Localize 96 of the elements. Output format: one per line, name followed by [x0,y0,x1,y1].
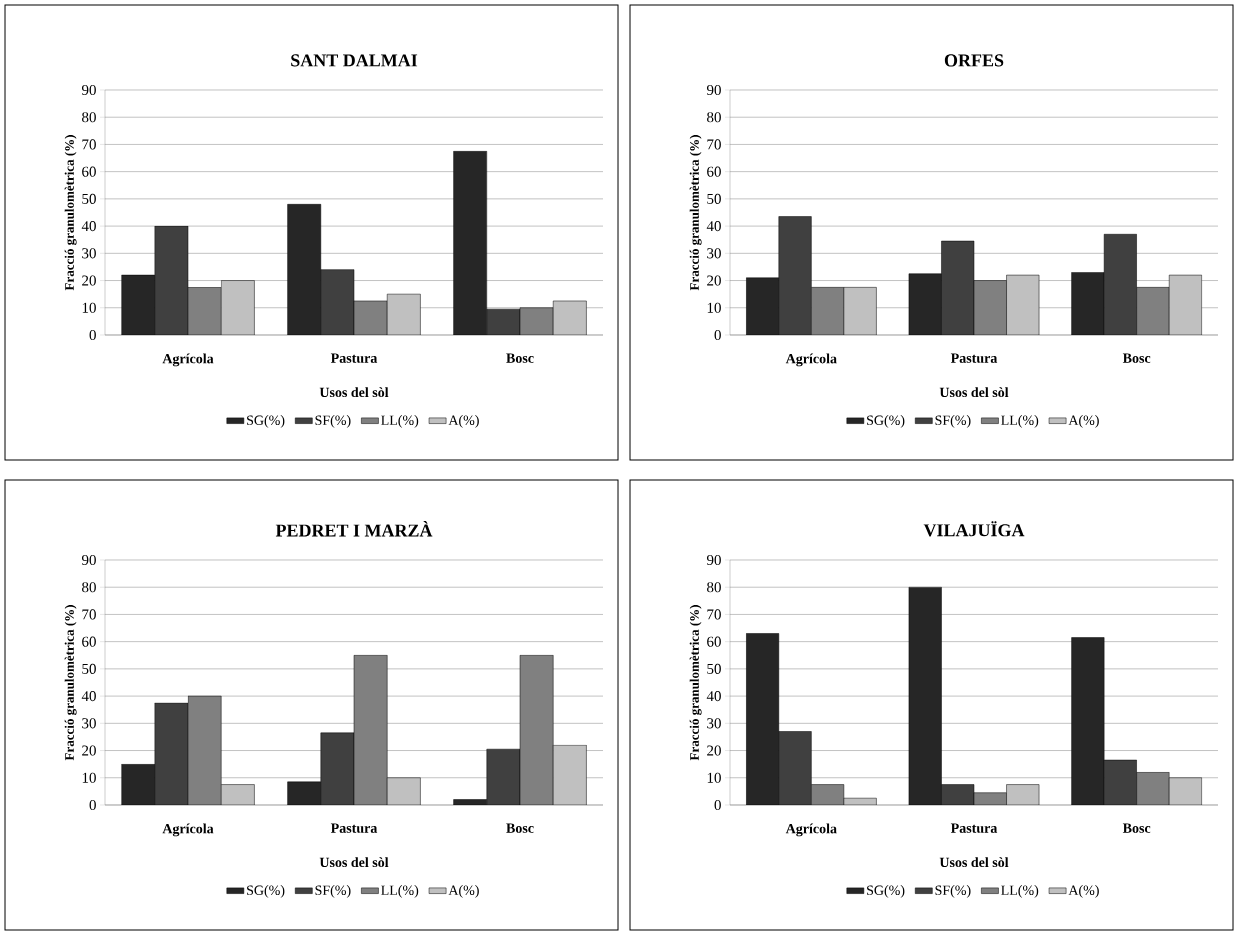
bar [1006,274,1040,335]
y-tick-label: 10 [82,302,96,313]
y-tick-label: 90 [706,554,721,566]
legend-label: SG(%) [247,885,285,898]
legend-label: SG(%) [867,885,905,898]
y-axis-title: Fracció granulomètrica (%) [689,605,702,761]
bar [1168,274,1202,335]
x-tick-label: Agrícola [162,823,214,837]
legend-label: A(%) [448,885,479,898]
y-tick-label: 20 [707,275,721,286]
chart-title: VILAJUÏGA [923,521,1025,537]
y-tick-label: 0 [714,799,721,811]
bar [486,748,521,805]
x-tick-label: Bosc [1122,823,1151,833]
bar [154,225,189,335]
bar [320,269,355,335]
x-tick-label: Agrícola [162,353,214,367]
y-tick-label: 30 [82,248,96,259]
chart-title: ORFES [944,54,1004,67]
y-tick-label: 70 [82,609,96,620]
bar [320,732,355,805]
y-tick-label: 80 [707,112,721,123]
y-tick-label: 0 [89,799,96,811]
bar [746,633,780,805]
legend-label: A(%) [448,415,479,428]
y-tick-label: 40 [706,691,721,702]
legend-label: LL(%) [381,415,419,428]
y-tick-label: 60 [82,636,96,647]
y-tick-label: 70 [82,139,96,150]
x-tick-label: Bosc [506,823,534,833]
bar [1071,637,1105,805]
bar [121,274,156,335]
x-tick-label: Bosc [506,353,534,363]
bar [121,763,156,805]
y-axis-title: Fracció granulomètrica (%) [64,605,77,761]
y-tick-label: 50 [707,193,721,204]
x-tick-label: Bosc [1122,353,1151,363]
y-tick-label: 30 [707,718,721,729]
x-tick-label: Pastura [950,823,998,833]
legend-label: A(%) [1068,885,1099,898]
y-tick-label: 60 [707,636,721,647]
y-tick-label: 50 [82,193,96,204]
legend-label: SG(%) [867,415,905,428]
y-tick-label: 0 [89,329,96,341]
y-tick-label: 80 [82,582,96,593]
y-tick-label: 80 [707,582,721,593]
legend-label: SF(%) [935,885,971,898]
legend-label: SG(%) [247,415,285,428]
y-tick-label: 30 [82,718,96,729]
x-axis-title: Usos del sòl [939,387,1009,398]
y-tick-label: 70 [707,609,721,620]
x-tick-label: Pastura [950,353,998,363]
chart-title: PEDRET I MARZÀ [275,520,433,537]
legend-label: SF(%) [935,415,971,428]
y-tick-label: 90 [81,84,96,96]
y-tick-label: 10 [707,302,721,313]
y-tick-label: 30 [707,248,721,259]
bar [843,287,877,335]
bar [287,781,322,805]
y-tick-label: 50 [82,663,96,674]
y-tick-label: 40 [81,221,96,232]
chart-title: SANT DALMAI [291,54,418,67]
y-tick-label: 80 [82,112,96,123]
legend-label: LL(%) [1001,415,1039,428]
bar [287,204,322,335]
x-axis-title: Usos del sòl [939,857,1009,868]
bar [908,586,942,805]
y-tick-label: 60 [707,166,721,177]
y-axis-title: Fracció granulomètrica (%) [689,135,702,291]
x-tick-label: Agrícola [785,353,837,367]
y-tick-label: 90 [81,554,96,566]
bar [453,150,488,335]
legend-label: LL(%) [1001,885,1039,898]
y-tick-label: 20 [82,275,96,286]
bar [154,702,189,805]
y-tick-label: 40 [81,691,96,702]
y-tick-label: 20 [707,745,721,756]
legend-label: SF(%) [315,885,351,898]
legend-label: SF(%) [315,415,351,428]
y-tick-label: 20 [82,745,96,756]
y-tick-label: 90 [706,84,721,96]
y-tick-label: 10 [82,772,96,783]
y-tick-label: 60 [82,166,96,177]
y-tick-label: 10 [707,772,721,783]
y-tick-label: 0 [714,329,721,341]
x-tick-label: Pastura [330,823,378,833]
y-tick-label: 50 [707,663,721,674]
y-tick-label: 40 [706,221,721,232]
legend-label: LL(%) [381,885,419,898]
legend-label: A(%) [1068,415,1099,428]
x-tick-label: Pastura [330,353,378,363]
x-axis-title: Usos del sòl [319,387,389,398]
x-axis-title: Usos del sòl [319,857,389,868]
y-tick-label: 70 [707,139,721,150]
x-tick-label: Agrícola [785,823,837,837]
y-axis-title: Fracció granulomètrica (%) [64,135,77,291]
